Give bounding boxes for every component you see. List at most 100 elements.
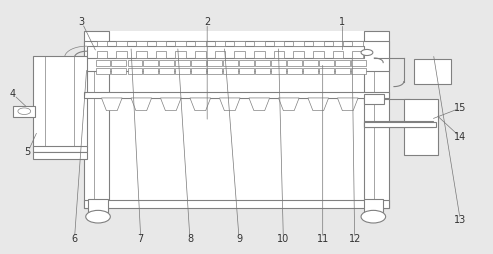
Bar (111, 68, 126, 74)
Bar (313, 51, 324, 58)
Polygon shape (219, 98, 240, 110)
Bar (207, 68, 222, 74)
Polygon shape (337, 98, 358, 110)
Bar (333, 41, 343, 46)
Bar (96, 60, 110, 66)
Bar (303, 68, 318, 74)
Text: 6: 6 (71, 234, 77, 244)
Text: 1: 1 (339, 17, 346, 27)
Bar (319, 68, 334, 74)
Bar (195, 51, 206, 58)
Bar (13, 105, 35, 117)
Bar (364, 122, 436, 127)
Bar (352, 51, 363, 58)
Text: 15: 15 (454, 103, 466, 113)
Circle shape (361, 50, 373, 56)
Text: 11: 11 (317, 234, 329, 244)
Bar (239, 68, 254, 74)
Circle shape (86, 210, 110, 223)
Bar (287, 68, 302, 74)
Bar (335, 60, 350, 66)
Bar (404, 99, 438, 155)
Polygon shape (102, 98, 122, 110)
Text: 10: 10 (277, 234, 289, 244)
Bar (271, 60, 286, 66)
Bar (111, 60, 126, 66)
Bar (191, 60, 206, 66)
Bar (84, 41, 389, 71)
Bar (364, 31, 389, 208)
Bar (156, 51, 166, 58)
Bar (319, 60, 334, 66)
Bar (352, 41, 363, 46)
Bar (159, 68, 174, 74)
Text: 5: 5 (25, 147, 31, 157)
Bar (175, 60, 190, 66)
Bar (234, 41, 245, 46)
Polygon shape (131, 98, 152, 110)
Bar (351, 68, 366, 74)
Bar (271, 68, 286, 74)
Bar (128, 68, 142, 74)
Bar (255, 68, 270, 74)
Bar (175, 51, 186, 58)
Text: 12: 12 (349, 234, 361, 244)
Bar (214, 41, 225, 46)
Bar (88, 199, 108, 212)
Text: 2: 2 (204, 17, 211, 27)
Bar (143, 68, 158, 74)
Polygon shape (308, 98, 329, 110)
Bar (255, 60, 270, 66)
Bar (116, 41, 127, 46)
Text: 14: 14 (454, 132, 466, 142)
Bar (143, 60, 158, 66)
Bar (33, 56, 87, 147)
Bar (254, 51, 265, 58)
Bar (97, 41, 107, 46)
Bar (175, 68, 190, 74)
Bar (33, 152, 87, 158)
Bar (223, 60, 238, 66)
Text: 13: 13 (454, 215, 466, 226)
Bar (84, 200, 389, 208)
Bar (116, 51, 127, 58)
Bar (364, 121, 433, 127)
Bar (223, 68, 238, 74)
Bar (136, 51, 147, 58)
Bar (364, 94, 384, 104)
Bar (274, 41, 284, 46)
Bar (335, 68, 350, 74)
Bar (84, 92, 389, 98)
Bar (363, 199, 383, 212)
Polygon shape (160, 98, 181, 110)
Bar (128, 60, 142, 66)
Text: 7: 7 (138, 234, 144, 244)
Bar (175, 41, 186, 46)
Circle shape (18, 108, 31, 115)
Text: 4: 4 (10, 89, 16, 99)
Bar (293, 51, 304, 58)
Bar (303, 60, 318, 66)
Bar (287, 60, 302, 66)
Bar (207, 60, 222, 66)
Bar (156, 41, 166, 46)
Bar (191, 68, 206, 74)
Text: 3: 3 (79, 17, 85, 27)
Bar (195, 41, 206, 46)
Bar (293, 41, 304, 46)
Bar (87, 46, 364, 58)
Bar (274, 51, 284, 58)
Polygon shape (249, 98, 270, 110)
Circle shape (361, 210, 386, 223)
Text: 9: 9 (236, 234, 242, 244)
Bar (254, 41, 265, 46)
Bar (351, 60, 366, 66)
Bar (333, 51, 343, 58)
Bar (84, 31, 109, 208)
Bar (96, 68, 110, 74)
Bar (239, 60, 254, 66)
Bar (33, 146, 87, 152)
Bar (414, 59, 451, 84)
Polygon shape (190, 98, 211, 110)
Bar (313, 41, 324, 46)
